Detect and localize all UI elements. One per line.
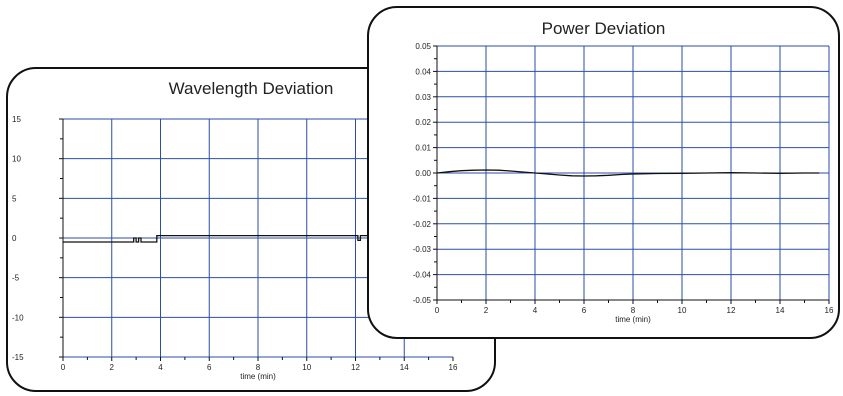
x-tick-label: 2 — [484, 306, 489, 315]
x-tick-label: 6 — [582, 306, 587, 315]
x-tick-label: 0 — [61, 363, 66, 372]
chart-title: Wavelength Deviation — [168, 79, 334, 98]
y-tick-label: -0.04 — [413, 271, 432, 280]
y-tick-label: 0.02 — [415, 118, 431, 127]
x-tick-label: 12 — [351, 363, 360, 372]
x-tick-label: 8 — [256, 363, 261, 372]
x-tick-label: 12 — [727, 306, 736, 315]
x-tick-label: 10 — [302, 363, 311, 372]
y-tick-label: -5 — [12, 274, 20, 283]
y-tick-label: 0.00 — [415, 169, 431, 178]
x-tick-label: 14 — [776, 306, 785, 315]
y-tick-label: 10 — [12, 155, 21, 164]
y-tick-label: 0 — [12, 234, 17, 243]
y-tick-label: 0.03 — [415, 93, 431, 102]
x-tick-label: 10 — [678, 306, 687, 315]
x-tick-label: 14 — [400, 363, 409, 372]
power-plot: 0.05 0.04 0.03 0.02 0.01 0.00 -0.01 -0.02 -0.03 -… — [413, 42, 834, 324]
wavelength-plot: 15 10 5 0 -5 -10 -15 0 2 4 6 8 10 12 14 16 time (min) — [12, 115, 458, 381]
x-tick-label: 8 — [631, 306, 636, 315]
x-tick-label: 16 — [449, 363, 458, 372]
x-tick-label: 6 — [207, 363, 212, 372]
y-tick-label: 0.05 — [415, 42, 431, 51]
x-tick-label: 16 — [825, 306, 834, 315]
y-tick-label: 5 — [12, 194, 17, 203]
x-tick-label: 0 — [435, 306, 440, 315]
chart-title: Power Deviation — [541, 19, 666, 38]
y-tick-label: 0.01 — [415, 144, 431, 153]
x-axis-label: time (min) — [615, 315, 651, 324]
series-line — [63, 234, 371, 243]
x-tick-label: 2 — [110, 363, 115, 372]
y-tick-label: 0.04 — [415, 67, 431, 76]
x-tick-label: 4 — [158, 363, 163, 372]
y-tick-label: -0.03 — [413, 245, 432, 254]
power-deviation-chart: Power Deviation 0.05 0.04 0.03 0.02 0.01 0.00… — [367, 6, 840, 339]
y-tick-label: -10 — [12, 313, 24, 322]
series-line — [436, 169, 820, 177]
y-tick-label: -0.01 — [413, 194, 432, 203]
y-tick-label: 15 — [12, 115, 21, 124]
y-tick-label: -0.02 — [413, 220, 432, 229]
y-tick-label: -0.05 — [413, 296, 432, 305]
x-axis-label: time (min) — [240, 372, 276, 381]
x-tick-label: 4 — [533, 306, 538, 315]
y-tick-label: -15 — [12, 353, 24, 362]
